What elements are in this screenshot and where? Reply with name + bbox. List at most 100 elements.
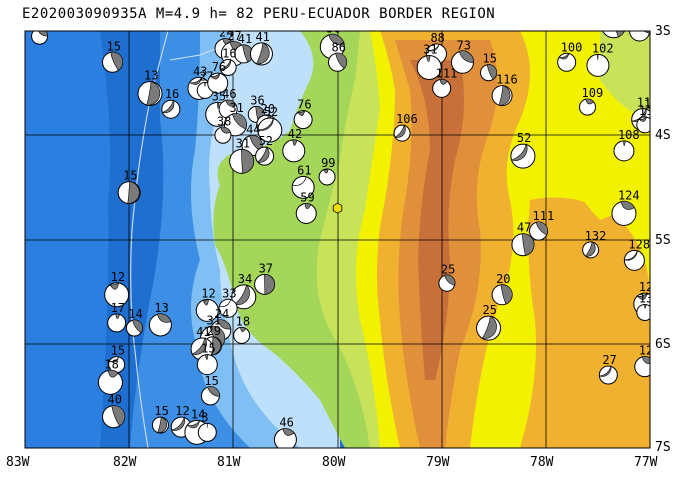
beachball-compressional-quadrant	[323, 168, 329, 174]
event-depth-label: 17	[111, 301, 125, 315]
event-beachball: 42	[282, 127, 306, 163]
beachball-compressional-quadrant	[444, 274, 456, 286]
event-depth-label: 16	[165, 87, 179, 101]
beachball-compressional-quadrant	[292, 176, 307, 186]
beachball-compressional-quadrant	[615, 31, 625, 38]
event-depth-label: 24	[215, 307, 229, 321]
event-beachball: 17	[31, 31, 49, 45]
beachball-compressional-quadrant	[427, 43, 440, 52]
event-beachball: 73	[451, 38, 474, 74]
event-beachball: 56	[319, 22, 345, 60]
event-depth-label: 41	[255, 30, 269, 44]
beachball-compressional-quadrant	[643, 31, 650, 34]
event-beachball: 52	[257, 105, 283, 143]
beachball-compressional-quadrant	[225, 99, 237, 107]
event-depth-label: 15	[154, 404, 168, 418]
event-beachball: 17	[107, 301, 127, 333]
beachball-compressional-quadrant	[644, 304, 647, 309]
event-depth-label: 59	[300, 190, 314, 204]
event-depth-label: 106	[396, 112, 418, 126]
event-depth-label: 86	[332, 40, 346, 54]
beachball-compressional-quadrant	[257, 146, 270, 163]
event-depth-label: 13	[144, 69, 158, 83]
beachball-compressional-quadrant	[304, 203, 312, 210]
beachball-compressional-quadrant	[186, 420, 201, 429]
ocean-shallower	[25, 31, 111, 448]
event-beachball: 15	[196, 342, 218, 376]
event-depth-label: 110	[639, 104, 661, 118]
beachball-compressional-quadrant	[624, 250, 638, 261]
beachball-compressional-quadrant	[500, 284, 513, 305]
event-depth-label: 135	[634, 8, 656, 22]
event-beachball: 31	[416, 42, 442, 80]
event-beachball: 61	[291, 163, 315, 199]
beachball-outline	[636, 116, 650, 134]
event-depth-label: 124	[618, 188, 640, 202]
beachball-compressional-quadrant	[641, 356, 650, 364]
event-beachball: 20	[491, 272, 513, 306]
event-depth-label: 111	[436, 66, 458, 80]
event-depth-label: 15	[123, 169, 137, 183]
event-beachball: 12	[195, 286, 219, 322]
y-tick-6s: 6S	[655, 337, 671, 352]
event-depth-label: 61	[297, 163, 311, 177]
event-depth-label: 102	[592, 41, 614, 55]
beachball-compressional-quadrant	[510, 143, 528, 161]
event-depth-label: 132	[585, 229, 607, 243]
beachball-compressional-quadrant	[257, 117, 274, 131]
event-beachball: 25	[438, 262, 456, 292]
x-tick-83w: 83W	[6, 455, 30, 470]
beachball-compressional-quadrant	[292, 139, 298, 146]
event-depth-label: 116	[496, 73, 518, 87]
event-depth-label: 25	[483, 303, 497, 317]
event-depth-label: 14	[191, 407, 205, 421]
event-beachball: 99	[318, 156, 336, 186]
event-beachball: 135	[629, 8, 656, 42]
beachball-compressional-quadrant	[328, 33, 345, 46]
event-beachball: 16	[219, 46, 237, 76]
beachball-compressional-quadrant	[110, 51, 124, 71]
event-depth-label: 100	[561, 40, 583, 54]
event-depth-label: 52	[259, 134, 273, 148]
eastern-orange	[520, 197, 650, 448]
event-beachball: 76	[293, 98, 313, 130]
beachball-compressional-quadrant	[486, 64, 498, 80]
event-beachball: 13	[148, 301, 172, 337]
epicenter-marker	[332, 202, 343, 214]
beachball-compressional-quadrant	[115, 313, 120, 319]
beachball-compressional-quadrant	[439, 78, 448, 85]
event-beachball: 40	[102, 393, 126, 429]
event-beachball: 38	[214, 114, 232, 144]
event-depth-label: 37	[259, 261, 273, 275]
beachball-compressional-quadrant	[638, 115, 648, 122]
y-tick-7s: 7S	[655, 440, 671, 455]
event-depth-label: 33	[222, 286, 236, 300]
event-beachball: 18	[97, 357, 123, 395]
event-depth-label: 25	[441, 262, 455, 276]
event-depth-label: 56	[326, 22, 340, 36]
event-beachball: 132	[582, 229, 607, 259]
event-beachball: 111	[432, 66, 458, 98]
event-beachball: 31	[229, 136, 255, 174]
beachball-compressional-quadrant	[107, 369, 119, 378]
event-depth-label: 113	[637, 96, 659, 110]
beachball-outline	[195, 298, 219, 322]
y-tick-5s: 5S	[655, 233, 671, 248]
event-depth-label: 16	[222, 46, 236, 60]
event-beachball: 86	[328, 40, 348, 72]
y-tick-4s: 4S	[655, 128, 671, 143]
beachball-compressional-quadrant	[127, 181, 140, 204]
map-frame	[24, 30, 651, 449]
event-depth-label: 40	[108, 393, 122, 407]
beachball-outline	[629, 31, 650, 42]
event-depth-label: 18	[236, 314, 250, 328]
beachball-compressional-quadrant	[242, 44, 254, 63]
beachball-compressional-quadrant	[425, 55, 431, 62]
x-tick-80w: 80W	[322, 455, 346, 470]
beachball-compressional-quadrant	[231, 113, 247, 130]
beachball-compressional-quadrant	[521, 233, 535, 256]
event-beachball: 15	[151, 404, 169, 434]
event-depth-label: 128	[639, 344, 661, 358]
event-depth-label: 99	[321, 156, 335, 170]
